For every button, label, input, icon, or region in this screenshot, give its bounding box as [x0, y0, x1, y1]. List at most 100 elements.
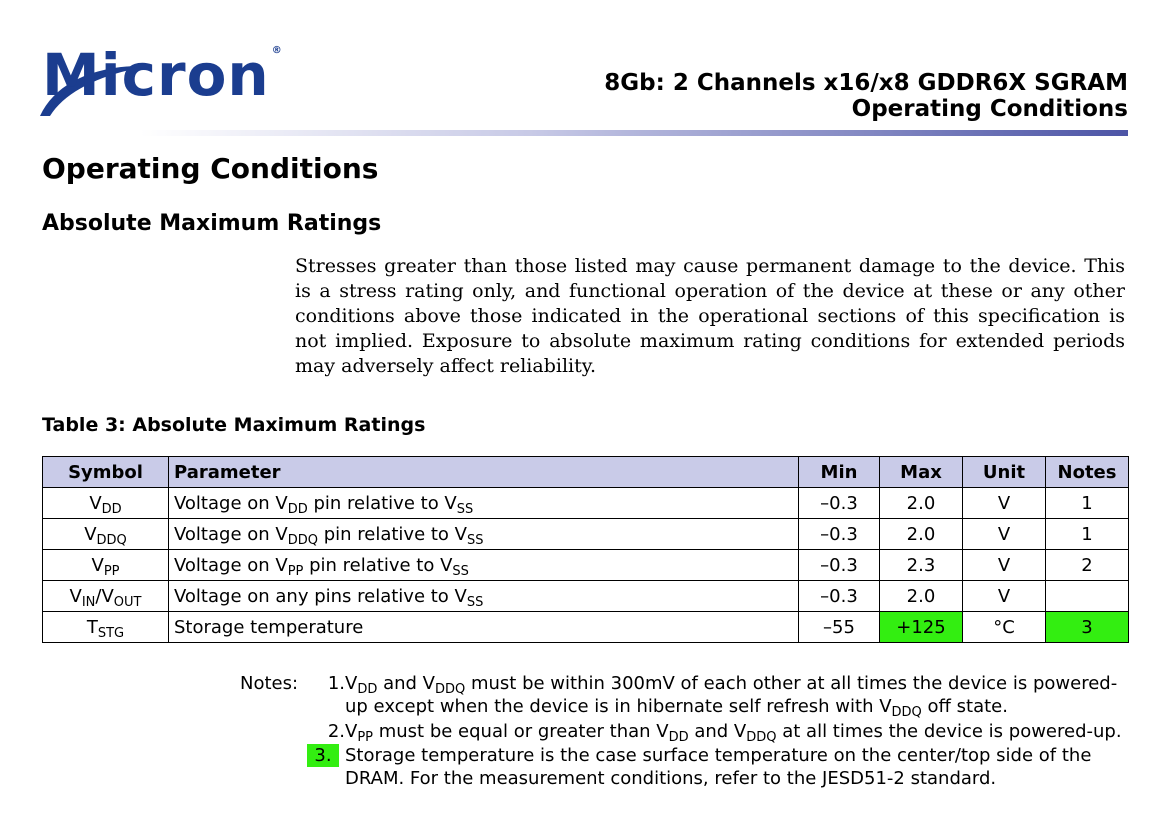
- parameter-text-a: Voltage on V: [174, 523, 288, 545]
- note-item: 1. VDD and VDDQ must be within 300mV of e…: [317, 672, 1127, 720]
- note-text-part: DD: [668, 730, 689, 745]
- cell-max: 2.3: [879, 549, 963, 581]
- subsection-title: Absolute Maximum Ratings: [42, 211, 382, 236]
- cell-unit: °C: [962, 611, 1046, 643]
- symbol-subscript: IN: [81, 594, 96, 610]
- section-title: Operating Conditions: [42, 152, 379, 185]
- cell-min: –55: [798, 611, 880, 643]
- header-max: Max: [879, 456, 963, 488]
- header-min: Min: [798, 456, 880, 488]
- table-header-row: Symbol Parameter Min Max Unit Notes: [42, 456, 1129, 488]
- symbol-base: T: [86, 616, 98, 638]
- parameter-subscript-b: SS: [452, 563, 469, 579]
- micron-logo: Micron ®: [42, 45, 283, 105]
- note-number: 2.: [327, 721, 345, 742]
- cell-symbol: VPP: [42, 549, 169, 581]
- symbol-subscript: DD: [101, 501, 122, 517]
- note-number: 1.: [327, 673, 345, 694]
- symbol2-base: V: [101, 585, 114, 607]
- table-body: VDD Voltage on VDD pin relative to VSS –0.…: [42, 487, 1129, 643]
- note-text-part: off state.: [921, 696, 1008, 717]
- table-row: TSTG Storage temperature –55 +125 °C 3: [42, 611, 1129, 643]
- header-rule: [140, 130, 1128, 136]
- parameter-text-b: pin relative to V: [303, 554, 453, 576]
- note-text-part: and V: [688, 721, 747, 742]
- symbol-subscript: PP: [103, 563, 120, 579]
- cell-notes: [1045, 580, 1129, 612]
- cell-min: –0.3: [798, 487, 880, 519]
- intro-paragraph: Stresses greater than those listed may c…: [295, 255, 1125, 377]
- document-title-line2: Operating Conditions: [851, 96, 1128, 122]
- note-text-part: PP: [357, 730, 374, 745]
- cell-max: 2.0: [879, 580, 963, 612]
- table-row: VIN/VOUT Voltage on any pins relative to …: [42, 580, 1129, 612]
- document-title-line1: 8Gb: 2 Channels x16/x8 GDDR6X SGRAM: [604, 70, 1128, 96]
- note-text-part: DDQ: [434, 682, 466, 697]
- cell-notes: 1: [1045, 487, 1129, 519]
- note-text-part: DDQ: [891, 705, 922, 720]
- parameter-subscript-b: SS: [466, 532, 484, 548]
- cell-symbol: VDD: [42, 487, 169, 519]
- note-text-part: V: [345, 721, 358, 742]
- note-text-part: DD: [357, 682, 378, 697]
- parameter-text-b: pin relative to V: [307, 492, 457, 514]
- cell-min: –0.3: [798, 549, 880, 581]
- parameter-text-a: Voltage on any pins relative to V: [174, 585, 467, 607]
- notes-label: Notes:: [240, 673, 299, 694]
- note-text: VDD and VDDQ must be within 300mV of eac…: [345, 672, 1127, 720]
- parameter-subscript-a: SS: [466, 594, 484, 610]
- logo-text: Micron: [42, 41, 270, 109]
- header-notes: Notes: [1045, 456, 1129, 488]
- cell-notes: 1: [1045, 518, 1129, 550]
- symbol-base: V: [69, 585, 82, 607]
- parameter-text-b: pin relative to V: [317, 523, 467, 545]
- note-item: 2. VPP must be equal or greater than VDD …: [317, 720, 1127, 745]
- cell-symbol: TSTG: [42, 611, 169, 643]
- cell-unit: V: [962, 580, 1046, 612]
- note-number: 3.: [307, 744, 339, 767]
- cell-parameter: Voltage on any pins relative to VSS: [168, 580, 799, 612]
- symbol-subscript: STG: [97, 625, 125, 641]
- cell-unit: V: [962, 549, 1046, 581]
- table-caption: Table 3: Absolute Maximum Ratings: [42, 414, 426, 436]
- note-text: VPP must be equal or greater than VDD an…: [345, 720, 1127, 745]
- table-row: VPP Voltage on VPP pin relative to VSS –0.…: [42, 549, 1129, 581]
- parameter-subscript-a: DDQ: [287, 532, 318, 548]
- cell-symbol: VDDQ: [42, 518, 169, 550]
- note-text-part: at all times the device is powered-up.: [776, 721, 1122, 742]
- absolute-maximum-ratings-table: Symbol Parameter Min Max Unit Notes VDD V…: [42, 456, 1129, 643]
- registered-mark: ®: [271, 45, 283, 56]
- parameter-subscript-a: PP: [287, 563, 304, 579]
- table-row: VDD Voltage on VDD pin relative to VSS –0.…: [42, 487, 1129, 519]
- parameter-subscript-b: SS: [456, 501, 474, 517]
- note-item: 3. Storage temperature is the case surfac…: [307, 744, 1127, 790]
- parameter-text-a: Storage temperature: [174, 616, 364, 638]
- symbol2-subscript: OUT: [113, 594, 142, 610]
- note-text-part: Storage temperature is the case surface …: [345, 745, 1092, 789]
- parameter-text-a: Voltage on V: [174, 554, 288, 576]
- header-symbol: Symbol: [42, 456, 169, 488]
- symbol-separator: /: [95, 585, 102, 607]
- cell-parameter: Voltage on VDDQ pin relative to VSS: [168, 518, 799, 550]
- note-text: Storage temperature is the case surface …: [345, 744, 1127, 790]
- cell-parameter: Voltage on VPP pin relative to VSS: [168, 549, 799, 581]
- cell-parameter: Voltage on VDD pin relative to VSS: [168, 487, 799, 519]
- parameter-text-a: Voltage on V: [174, 492, 288, 514]
- cell-max: 2.0: [879, 487, 963, 519]
- symbol-subscript: DDQ: [96, 532, 127, 548]
- header-parameter: Parameter: [168, 456, 799, 488]
- note-text-part: and V: [377, 673, 435, 694]
- table-row: VDDQ Voltage on VDDQ pin relative to VSS –…: [42, 518, 1129, 550]
- parameter-subscript-a: DD: [287, 501, 308, 517]
- cell-unit: V: [962, 487, 1046, 519]
- note-text-part: V: [345, 673, 358, 694]
- micron-logo-swoosh-icon: [40, 65, 152, 116]
- cell-notes: 3: [1045, 611, 1129, 643]
- symbol-base: V: [91, 554, 104, 576]
- cell-max: +125: [879, 611, 963, 643]
- cell-notes: 2: [1045, 549, 1129, 581]
- cell-symbol: VIN/VOUT: [42, 580, 169, 612]
- symbol-base: V: [89, 492, 102, 514]
- symbol-base: V: [84, 523, 97, 545]
- cell-min: –0.3: [798, 518, 880, 550]
